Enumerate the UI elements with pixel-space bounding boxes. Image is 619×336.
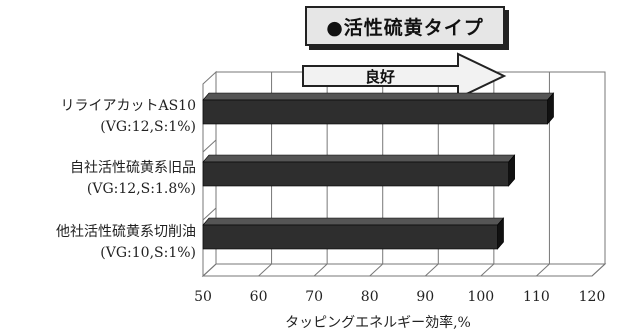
- floor-tick-x: [202, 263, 217, 277]
- category-spec-1: (VG:12,S:1%): [100, 119, 196, 135]
- arrow-label: 良好: [365, 68, 395, 86]
- category-label-2: 自社活性硫黄系旧品 (VG:12,S:1.8%): [0, 158, 196, 200]
- x-tick-label: 50: [194, 289, 212, 305]
- chart-title: ●活性硫黄タイプ: [305, 6, 505, 46]
- category-label-3: 他社活性硫黄系切削油 (VG:10,S:1%): [0, 222, 196, 264]
- category-divider: [202, 207, 217, 221]
- floor-tick-x: [258, 263, 272, 277]
- floor-tick-x: [369, 263, 384, 277]
- x-tick-label: 120: [579, 289, 606, 305]
- category-label-1: リライアカットAS10 (VG:12,S:1%): [0, 96, 196, 138]
- category-name-1: リライアカットAS10: [60, 98, 196, 114]
- bar: [202, 99, 548, 125]
- x-tick-label: 110: [523, 289, 550, 305]
- x-tick-label: 60: [250, 289, 268, 305]
- floor-tick-x: [313, 263, 328, 277]
- x-tick-label: 90: [416, 289, 434, 305]
- x-tick-label: 70: [305, 289, 323, 305]
- bar: [202, 224, 498, 250]
- bar-top-face: [202, 92, 555, 101]
- x-tick-label: 100: [467, 289, 494, 305]
- bar-top-face: [202, 217, 505, 226]
- x-tick-label: 80: [361, 289, 379, 305]
- category-divider: [202, 139, 217, 153]
- floor-tick-x: [424, 263, 439, 277]
- floor-tick-x: [591, 263, 606, 277]
- bar-top-face: [202, 154, 516, 163]
- bar: [202, 161, 509, 187]
- category-spec-3: (VG:10,S:1%): [100, 245, 196, 261]
- floor-tick-x: [536, 263, 550, 277]
- category-spec-2: (VG:12,S:1.8%): [86, 181, 196, 197]
- category-name-2: 自社活性硫黄系旧品: [70, 160, 196, 176]
- floor-tick-x: [480, 263, 495, 277]
- category-name-3: 他社活性硫黄系切削油: [56, 224, 196, 240]
- x-axis-title: タッピングエネルギー効率,%: [285, 315, 471, 331]
- plot-floor: [201, 263, 607, 277]
- good-direction-arrow: [302, 52, 507, 100]
